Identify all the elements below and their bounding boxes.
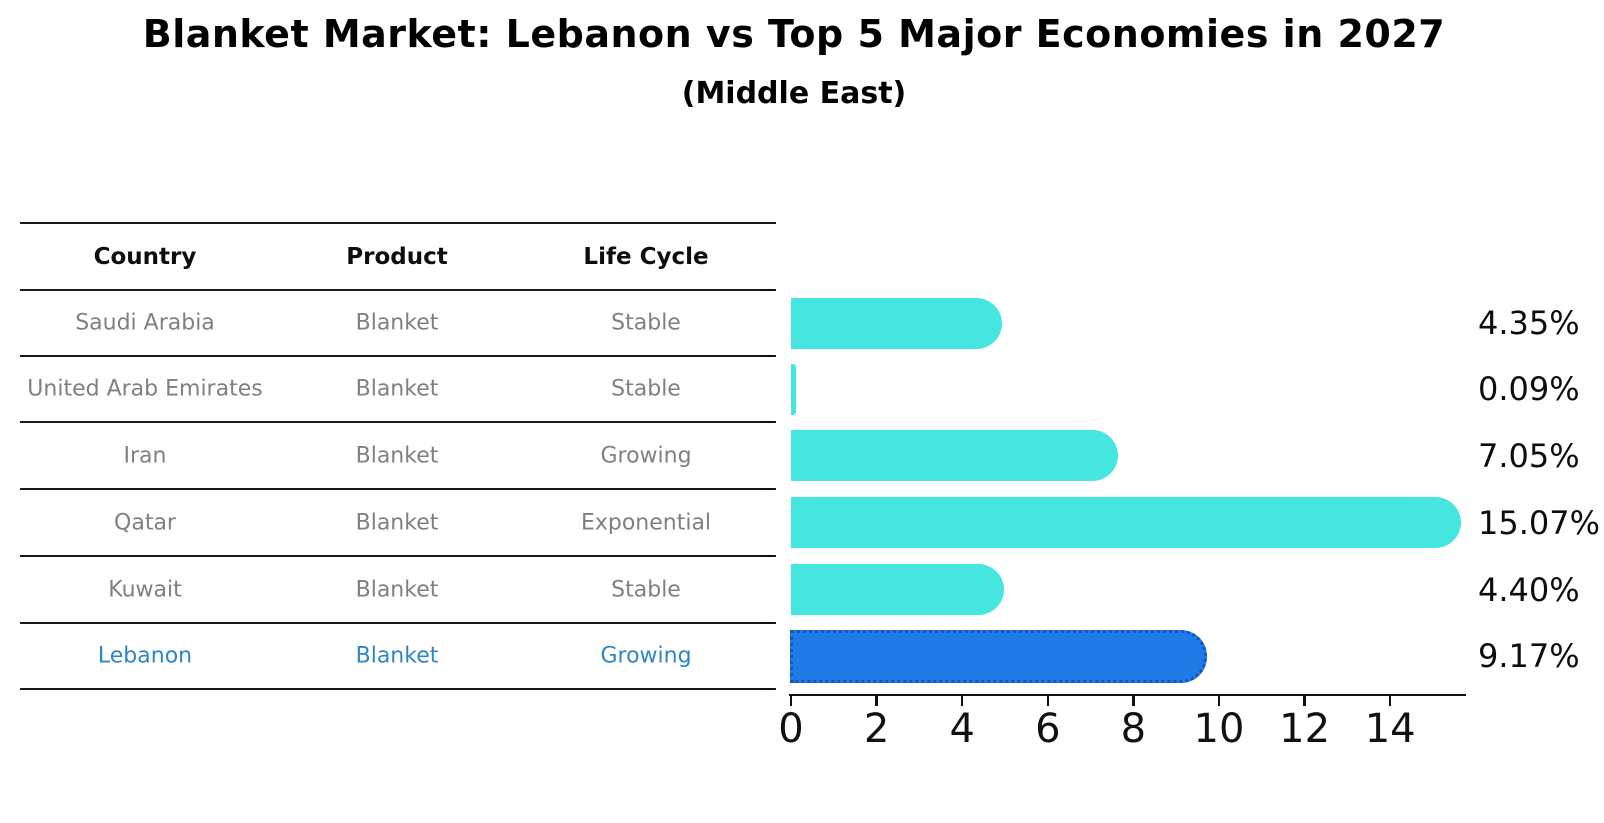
bar-value-label: 4.35% bbox=[1478, 304, 1580, 342]
x-tick-mark bbox=[1388, 696, 1392, 706]
table-cell: Blanket bbox=[355, 643, 439, 669]
y-tick-mark bbox=[760, 420, 774, 424]
table-header-life-cycle: Life Cycle bbox=[583, 243, 709, 270]
y-tick-mark bbox=[760, 621, 774, 625]
bar bbox=[791, 363, 796, 415]
x-tick-mark bbox=[1132, 696, 1135, 706]
bar-value-label: 7.05% bbox=[1478, 436, 1580, 475]
x-tick-label: 2 bbox=[863, 705, 890, 752]
table-cell: Growing bbox=[600, 643, 692, 669]
table-cell: Stable bbox=[611, 376, 681, 402]
x-tick-label: 14 bbox=[1364, 705, 1416, 752]
table-cell: Blanket bbox=[355, 443, 439, 468]
y-tick-mark bbox=[760, 554, 774, 558]
bar-value-label: 4.40% bbox=[1478, 570, 1580, 609]
table-cell: Blanket bbox=[355, 376, 439, 402]
x-tick-label: 12 bbox=[1279, 705, 1331, 752]
bar-highlight-lebanon bbox=[790, 629, 1208, 683]
bar bbox=[791, 430, 1118, 481]
table-cell: Exponential bbox=[580, 510, 712, 535]
y-tick-mark bbox=[760, 687, 774, 691]
table-rule bbox=[20, 420, 776, 424]
table-cell: Blanket bbox=[355, 510, 439, 535]
table-rule bbox=[20, 554, 776, 558]
table-cell: Saudi Arabia bbox=[75, 310, 215, 336]
table-cell: Qatar bbox=[114, 510, 176, 535]
chart-title: Blanket Market: Lebanon vs Top 5 Major E… bbox=[142, 12, 1446, 56]
y-tick-mark bbox=[760, 354, 774, 358]
bar bbox=[791, 497, 1461, 548]
bar-value-label: 15.07% bbox=[1478, 503, 1601, 542]
x-tick-mark bbox=[1303, 696, 1306, 706]
table-header-product: Product bbox=[346, 243, 448, 270]
x-tick-mark bbox=[1217, 696, 1221, 706]
x-tick-mark bbox=[789, 696, 793, 706]
x-tick-mark bbox=[1046, 696, 1050, 706]
table-rule bbox=[20, 354, 776, 358]
bar bbox=[791, 564, 1005, 615]
table-rule bbox=[20, 621, 776, 625]
x-tick-label: 6 bbox=[1035, 705, 1061, 752]
bar-value-label: 0.09% bbox=[1478, 370, 1580, 408]
bar bbox=[791, 297, 1003, 349]
table-rule bbox=[20, 687, 776, 691]
table-top-rule bbox=[20, 221, 776, 225]
x-tick-mark bbox=[960, 696, 964, 706]
x-axis-line bbox=[789, 693, 1467, 696]
y-tick-mark bbox=[760, 288, 774, 292]
table-cell: Stable bbox=[611, 577, 681, 602]
table-cell: Blanket bbox=[355, 577, 439, 602]
x-tick-mark bbox=[875, 696, 878, 706]
x-tick-label: 8 bbox=[1120, 705, 1147, 752]
x-tick-label: 10 bbox=[1193, 705, 1245, 752]
table-cell: Lebanon bbox=[97, 643, 193, 669]
table-header-country: Country bbox=[93, 243, 197, 270]
table-cell: Iran bbox=[123, 443, 167, 468]
table-cell: Blanket bbox=[355, 310, 439, 336]
x-tick-label: 4 bbox=[949, 705, 975, 752]
table-cell: United Arab Emirates bbox=[27, 376, 263, 402]
table-cell: Kuwait bbox=[108, 577, 182, 602]
chart-subtitle: (Middle East) bbox=[681, 76, 907, 111]
table-rule bbox=[20, 487, 776, 491]
table-cell: Stable bbox=[611, 310, 681, 336]
x-tick-label: 0 bbox=[778, 705, 804, 752]
y-tick-mark bbox=[760, 487, 774, 491]
table-rule bbox=[20, 288, 776, 292]
bar-value-label: 9.17% bbox=[1478, 637, 1580, 675]
table-cell: Growing bbox=[600, 443, 692, 468]
